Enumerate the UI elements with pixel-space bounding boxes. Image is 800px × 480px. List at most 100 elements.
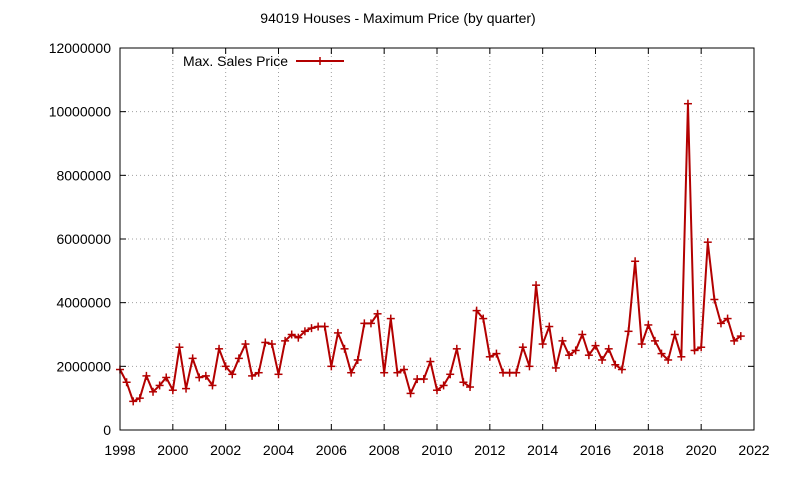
x-tick-label: 2022 <box>738 442 769 458</box>
data-point <box>525 362 534 371</box>
plot-frame <box>119 47 755 431</box>
data-point <box>578 330 587 339</box>
x-tick-label: 2010 <box>421 442 452 458</box>
y-tick-label: 2000000 <box>56 358 111 374</box>
data-point <box>208 381 217 390</box>
data-point <box>584 351 593 360</box>
data-point <box>228 370 237 379</box>
data-point <box>459 378 468 387</box>
x-tick-label: 2006 <box>316 442 347 458</box>
data-point <box>327 362 336 371</box>
data-point <box>201 371 210 380</box>
x-tick-label: 2004 <box>263 442 294 458</box>
data-point <box>168 386 177 395</box>
data-point <box>703 238 712 247</box>
data-point <box>657 349 666 358</box>
data-point <box>320 322 329 331</box>
legend-label: Max. Sales Price <box>183 53 288 69</box>
data-point <box>650 336 659 345</box>
data-point <box>439 381 448 390</box>
data-point <box>433 386 441 395</box>
data-point <box>545 322 554 331</box>
data-point <box>248 371 257 380</box>
data-point <box>261 338 270 347</box>
legend: Max. Sales Price <box>183 53 344 69</box>
data-point <box>683 99 692 108</box>
x-tick-label: 2008 <box>369 442 400 458</box>
data-point <box>307 324 316 333</box>
data-point <box>333 328 342 337</box>
data-point <box>254 368 263 377</box>
data-point <box>637 340 646 349</box>
data-point <box>221 362 230 371</box>
data-point <box>366 319 375 328</box>
data-point <box>234 354 243 363</box>
data-point <box>604 344 613 353</box>
data-point <box>287 330 296 339</box>
data-point <box>611 360 620 369</box>
data-point <box>624 327 633 336</box>
data-point <box>472 306 481 315</box>
data-point <box>393 368 402 377</box>
x-tick-label: 2012 <box>474 442 505 458</box>
x-tick-label: 2016 <box>580 442 611 458</box>
data-point <box>353 355 362 364</box>
data-point <box>558 336 567 345</box>
data-point <box>716 319 725 328</box>
y-tick-label: 6000000 <box>56 231 111 247</box>
data-point <box>571 346 580 355</box>
x-tick-label: 2000 <box>157 442 188 458</box>
data-point <box>730 336 739 345</box>
data-point <box>182 384 191 393</box>
data-point <box>373 309 382 318</box>
data-point <box>538 340 547 349</box>
data-point <box>135 394 144 403</box>
legend-marker <box>316 57 324 65</box>
data-point <box>518 343 527 352</box>
data-point <box>710 295 719 304</box>
data-point <box>565 351 574 360</box>
data-point <box>241 340 250 349</box>
y-tick-label: 8000000 <box>56 167 111 183</box>
data-point <box>664 355 673 364</box>
data-point <box>149 387 158 396</box>
data-point <box>175 343 184 352</box>
x-tick-label: 2018 <box>633 442 664 458</box>
data-point <box>492 349 501 358</box>
data-point <box>274 370 283 379</box>
data-point <box>215 344 224 353</box>
data-point <box>446 370 455 379</box>
data-point <box>591 341 600 350</box>
x-tick-label: 2020 <box>686 442 717 458</box>
y-tick-label: 10000000 <box>49 104 112 120</box>
data-point <box>122 378 131 387</box>
y-tick-label: 0 <box>103 422 111 438</box>
x-tick-label: 2014 <box>527 442 558 458</box>
data-point <box>399 365 408 374</box>
data-point <box>195 373 204 382</box>
data-point <box>267 340 276 349</box>
data-point <box>129 397 138 406</box>
data-point <box>551 363 560 372</box>
data-point <box>736 332 745 341</box>
data-point <box>386 314 395 323</box>
data-point <box>142 371 151 380</box>
data-point <box>340 344 349 353</box>
data-point <box>281 336 290 345</box>
series-line <box>119 103 742 403</box>
data-point <box>452 344 461 353</box>
x-tick-label: 1998 <box>104 442 135 458</box>
data-point <box>479 314 488 323</box>
data-point <box>598 355 607 364</box>
data-point <box>419 375 428 384</box>
data-point <box>697 343 706 352</box>
data-point <box>406 389 415 398</box>
data-point <box>532 281 541 290</box>
data-point <box>631 257 640 266</box>
series-group <box>116 99 745 406</box>
data-point <box>677 352 686 361</box>
data-point <box>723 314 732 323</box>
data-point <box>512 368 521 377</box>
data-point <box>347 368 356 377</box>
data-point <box>617 365 626 374</box>
